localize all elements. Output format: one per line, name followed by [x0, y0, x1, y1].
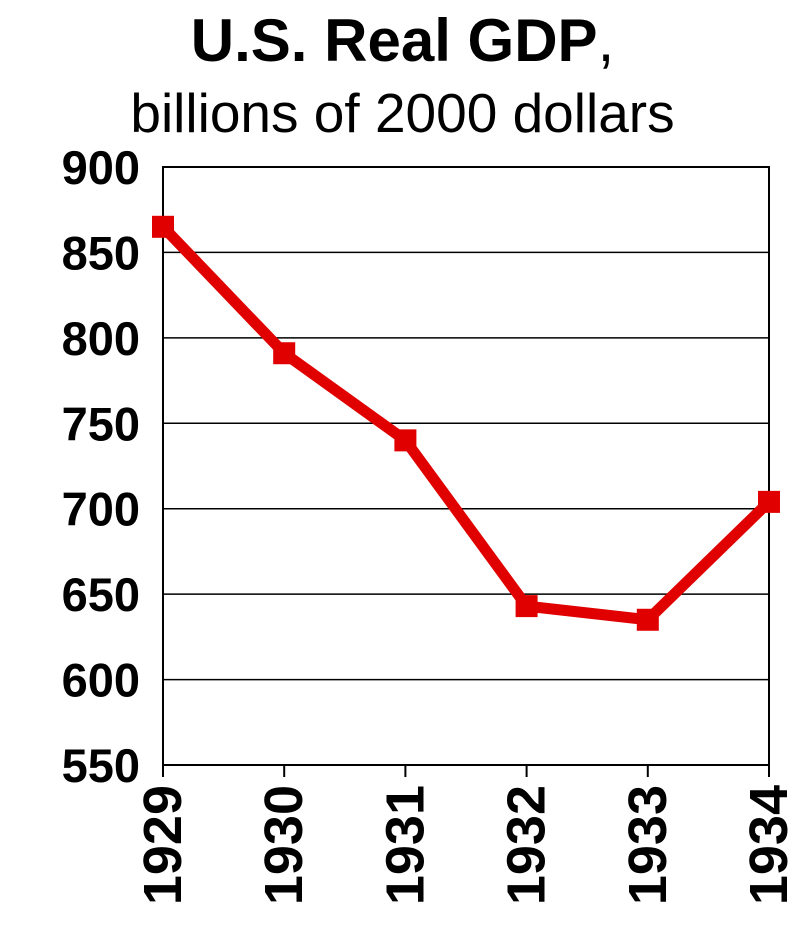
chart-title-line: U.S. Real GDP, — [0, 4, 805, 78]
data-point-marker — [394, 429, 417, 452]
x-tick-label: 1929 — [133, 785, 193, 905]
y-tick-label: 550 — [62, 739, 140, 792]
chart-title: U.S. Real GDP — [190, 7, 598, 74]
data-point-marker — [152, 215, 174, 238]
x-tick-label: 1932 — [497, 785, 557, 905]
data-point-marker — [273, 342, 296, 365]
y-tick-label: 750 — [62, 397, 140, 450]
y-tick-label: 850 — [62, 226, 140, 279]
y-tick-label: 600 — [62, 654, 140, 707]
y-tick-label: 700 — [62, 483, 140, 536]
gridlines — [163, 251, 769, 681]
data-point-marker — [515, 595, 538, 618]
axis-ticks — [162, 765, 770, 777]
y-tick-label: 900 — [62, 141, 140, 194]
x-tick-label: 1931 — [375, 785, 435, 905]
plot-frame — [162, 166, 770, 766]
x-tick-label: 1933 — [618, 785, 678, 905]
chart-title-suffix: , — [597, 7, 615, 74]
chart-subtitle: billions of 2000 dollars — [130, 82, 675, 144]
x-axis-tick-labels: 1929 1930 1931 1932 1933 1934 — [133, 785, 799, 905]
y-axis-tick-labels: 550 600 650 700 750 800 850 900 — [62, 141, 140, 792]
y-tick-label: 800 — [62, 312, 140, 365]
x-tick-label: 1934 — [739, 785, 799, 905]
data-point-marker — [758, 490, 780, 513]
data-point-marker — [636, 608, 659, 631]
y-tick-label: 650 — [62, 568, 140, 621]
x-tick-label: 1930 — [254, 785, 314, 905]
chart-title-block: U.S. Real GDP, billions of 2000 dollars — [0, 4, 805, 148]
series-line — [159, 222, 773, 626]
series-layer — [152, 215, 780, 631]
